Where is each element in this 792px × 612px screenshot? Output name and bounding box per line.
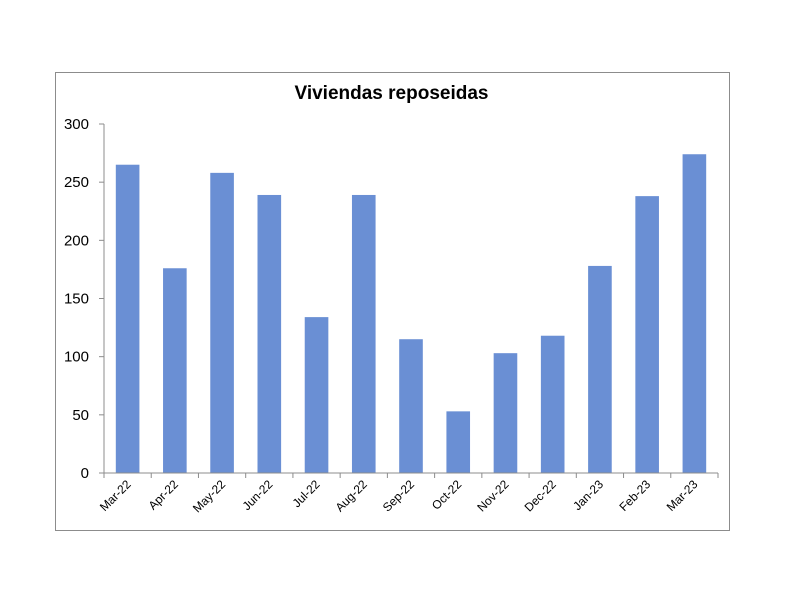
x-category-label: Jun-22: [240, 477, 276, 513]
bar-jun-22: [257, 194, 282, 474]
y-tick-label: 250: [64, 174, 89, 191]
bar-mar-22: [115, 164, 140, 473]
bar-sep-22: [399, 339, 423, 473]
axes-group: [99, 123, 719, 478]
bar-oct-22: [446, 411, 471, 473]
bar-dec-22: [540, 335, 565, 473]
x-category-label: Aug-22: [333, 477, 370, 514]
bar-feb-23: [635, 196, 659, 474]
x-category-label: Oct-22: [429, 477, 465, 513]
y-tick-label: 150: [64, 291, 89, 308]
bar-jul-22: [304, 317, 329, 473]
x-category-label: Mar-23: [664, 477, 701, 514]
bar-jan-23: [588, 265, 612, 473]
bars-group: [115, 154, 707, 474]
y-tick-label: 300: [64, 116, 89, 133]
x-category-label: Jan-23: [570, 477, 606, 513]
x-category-label: Sep-22: [380, 477, 417, 514]
x-category-label: May-22: [190, 477, 228, 515]
x-category-label: Apr-22: [146, 477, 182, 513]
x-category-label: Mar-22: [97, 477, 134, 514]
y-tick-label: 50: [72, 407, 89, 424]
bar-apr-22: [163, 268, 187, 473]
x-category-label: Dec-22: [522, 477, 559, 514]
x-category-label: Feb-23: [616, 477, 653, 514]
chart-title: Viviendas reposeidas: [294, 83, 489, 104]
x-category-label: Jul-22: [290, 477, 323, 510]
bar-aug-22: [351, 194, 376, 474]
x-category-label: Nov-22: [474, 477, 511, 514]
bar-nov-22: [493, 353, 518, 473]
bar-mar-23: [682, 154, 707, 473]
y-tick-label: 0: [81, 465, 89, 482]
bar-may-22: [210, 172, 234, 474]
y-tick-label: 100: [64, 349, 89, 366]
y-tick-label: 200: [64, 232, 89, 249]
